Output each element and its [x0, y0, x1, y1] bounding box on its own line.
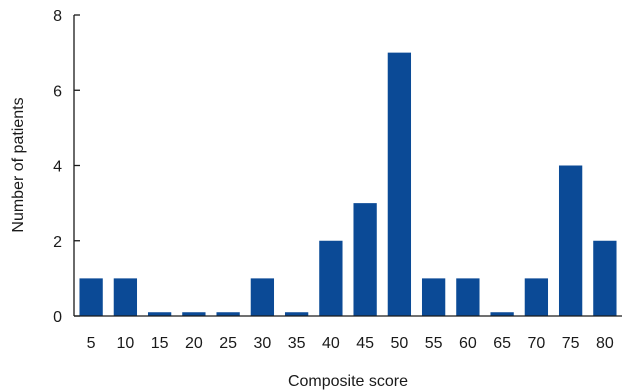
x-tick-label-40: 40 [322, 335, 340, 352]
x-tick-label-50: 50 [390, 335, 408, 352]
bar-65 [490, 312, 514, 316]
x-tick-label-30: 30 [253, 335, 271, 352]
bar-80 [593, 240, 617, 316]
x-tick-label-80: 80 [596, 335, 614, 352]
bar-10 [113, 278, 138, 317]
bar-15 [147, 312, 172, 316]
bar-20 [182, 312, 206, 316]
bar-30 [250, 278, 275, 317]
bar-45 [353, 203, 377, 317]
bar-25 [216, 312, 240, 316]
y-tick-label-0: 0 [53, 309, 62, 326]
y-tick-label-4: 4 [53, 159, 62, 176]
x-tick-label-45: 45 [356, 335, 374, 352]
x-tick-label-35: 35 [288, 335, 306, 352]
x-tick-label-10: 10 [116, 335, 134, 352]
x-tick-label-55: 55 [425, 335, 443, 352]
x-tick-label-60: 60 [459, 335, 477, 352]
bar-75 [558, 165, 583, 316]
x-tick-label-70: 70 [527, 335, 545, 352]
x-tick-label-75: 75 [562, 335, 580, 352]
x-tick-label-5: 5 [87, 335, 96, 352]
y-tick-label-2: 2 [53, 234, 62, 251]
bar-50 [387, 52, 412, 317]
x-tick-label-15: 15 [151, 335, 169, 352]
y-tick-label-6: 6 [53, 83, 62, 100]
bars-group [79, 52, 617, 317]
bar-55 [421, 278, 446, 317]
bar-5 [79, 278, 103, 317]
y-axis-title: Number of patients [10, 97, 27, 232]
x-tick-label-20: 20 [185, 335, 203, 352]
x-ticks-group: 5 10 15 20 25 30 35 40 45 50 55 60 65 70 75 80 [87, 335, 614, 352]
y-ticks-group: 0 2 4 6 8 [53, 8, 80, 326]
x-tick-label-25: 25 [219, 335, 237, 352]
bar-60 [456, 278, 480, 317]
bar-70 [524, 278, 549, 317]
bar-35 [284, 312, 309, 316]
x-tick-label-65: 65 [493, 335, 511, 352]
x-axis-title: Composite score [288, 373, 408, 390]
bar-40 [319, 240, 343, 316]
y-tick-label-8: 8 [53, 8, 62, 25]
